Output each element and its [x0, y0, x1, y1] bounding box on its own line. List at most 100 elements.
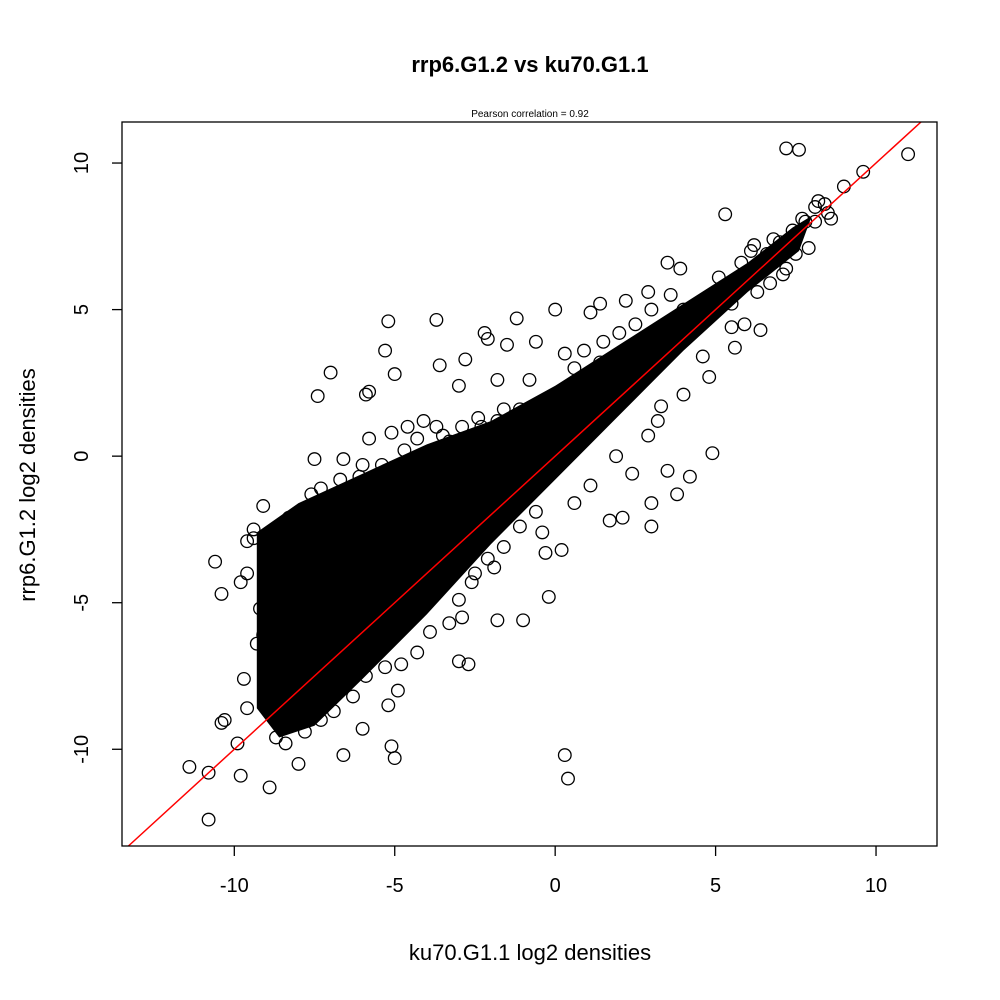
scatter-point	[509, 311, 524, 326]
scatter-point	[628, 317, 643, 332]
scatter-point	[695, 349, 710, 364]
y-tick-label: 5	[71, 304, 93, 315]
scatter-point	[461, 657, 476, 672]
scatter-point	[522, 372, 537, 387]
scatter-point	[557, 346, 572, 361]
scatter-point	[593, 355, 608, 370]
scatter-point	[378, 343, 393, 358]
scatter-point	[410, 645, 425, 660]
scatter-point	[509, 408, 524, 423]
scatter-point	[455, 610, 470, 625]
scatter-point	[641, 428, 656, 443]
scatter-point	[766, 232, 781, 247]
fit-line	[127, 121, 922, 847]
scatter-point	[451, 592, 466, 607]
y-axis: -10 -5 0 5 10	[71, 152, 122, 764]
scatter-point	[307, 452, 322, 467]
scatter-point	[670, 487, 685, 502]
scatter-point	[240, 566, 255, 581]
scatter-point	[660, 255, 675, 270]
scatter-point	[374, 457, 389, 472]
scatter-point	[333, 472, 348, 487]
scatter-point	[336, 452, 351, 467]
scatter-point	[660, 463, 675, 478]
scatter-point	[618, 343, 633, 358]
scatter-point	[362, 431, 377, 446]
y-tick-label: 10	[71, 152, 93, 174]
scatter-point	[650, 414, 665, 428]
scatter-point	[753, 323, 768, 338]
scatter-point	[281, 510, 296, 525]
scatter-point	[336, 748, 351, 763]
scatter-point	[808, 200, 823, 214]
scatter-point	[554, 543, 569, 557]
scatter-point	[615, 510, 630, 525]
x-axis: -10 -5 0 5 10	[220, 846, 887, 897]
scatter-point	[727, 273, 742, 288]
scatter-point	[214, 586, 229, 601]
scatter-point	[702, 370, 717, 384]
scatter-point	[317, 501, 332, 516]
scatter-point	[567, 361, 582, 376]
scatter-point	[801, 241, 816, 255]
scatter-point	[381, 698, 396, 713]
scatter-point	[776, 267, 790, 282]
scatter-point	[686, 308, 701, 323]
scatter-point	[387, 751, 402, 766]
scatter-point	[313, 713, 328, 727]
scatter-point	[808, 214, 823, 229]
scatter-point	[281, 707, 296, 722]
scatter-point	[583, 305, 598, 320]
scatter-point	[400, 419, 415, 434]
scatter-point	[718, 207, 733, 222]
scatter-point	[458, 352, 473, 367]
scatter-point	[208, 554, 223, 569]
scatter-point	[557, 748, 572, 763]
scatter-point	[528, 402, 543, 417]
scatter-point	[500, 337, 514, 352]
scatter-point	[480, 331, 495, 346]
scatter-point	[772, 235, 787, 250]
scatter-point	[275, 543, 290, 557]
scatter-point	[644, 302, 659, 317]
scatter-point	[240, 534, 255, 549]
scatter-point	[580, 367, 595, 382]
scatter-point	[236, 671, 251, 686]
scatter-point	[856, 164, 871, 179]
scatter-point	[567, 496, 582, 511]
scatter-point	[737, 317, 752, 332]
scatter-point	[625, 466, 640, 481]
y-tick-label: 0	[71, 451, 93, 462]
scatter-point	[269, 563, 283, 578]
scatter-point	[577, 343, 591, 358]
scatter-point	[641, 285, 656, 299]
scatter-point	[663, 287, 678, 302]
scatter-point	[262, 780, 277, 795]
scatter-point	[779, 141, 794, 156]
scatter-point	[490, 414, 505, 428]
scatter-point	[423, 625, 437, 639]
scatter-point	[708, 285, 723, 299]
scatter-point	[265, 695, 280, 710]
y-tick-label: -5	[71, 594, 93, 612]
scatter-point	[240, 701, 255, 716]
scatter-point	[535, 525, 550, 540]
scatter-point	[618, 293, 633, 308]
scatter-point	[201, 812, 216, 827]
scatter-point	[410, 431, 425, 446]
scatter-point	[644, 519, 659, 534]
scatter-point	[471, 411, 486, 425]
scatter-point	[387, 367, 402, 382]
scatter-point	[788, 246, 803, 261]
scatter-point	[262, 584, 277, 598]
scatter-point	[612, 326, 627, 340]
scatter-point	[346, 689, 360, 704]
scatter-point	[792, 142, 806, 157]
scatter-point	[259, 657, 274, 672]
dense-point-cloud	[256, 215, 812, 738]
scatter-points	[182, 141, 916, 827]
scatter-point	[246, 531, 261, 546]
scatter-point	[487, 560, 502, 575]
scatter-point	[528, 504, 543, 519]
